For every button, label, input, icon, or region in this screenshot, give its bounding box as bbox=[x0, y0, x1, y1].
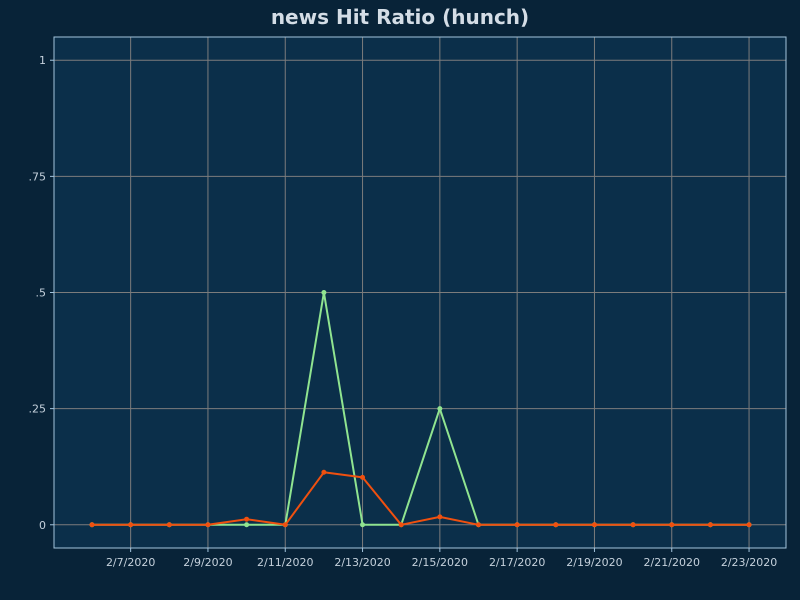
series-2-point bbox=[166, 522, 172, 528]
series-2-point bbox=[669, 522, 675, 528]
x-tick-label: 2/9/2020 bbox=[183, 556, 232, 569]
x-tick-label: 2/15/2020 bbox=[412, 556, 468, 569]
x-tick-label: 2/23/2020 bbox=[721, 556, 777, 569]
x-tick-label: 2/19/2020 bbox=[566, 556, 622, 569]
series-1-point bbox=[321, 290, 327, 295]
series-2-point bbox=[746, 522, 752, 528]
series-1-point bbox=[437, 406, 443, 412]
x-tick-label: 2/11/2020 bbox=[257, 556, 313, 569]
y-tick-label: .5 bbox=[36, 287, 47, 300]
y-tick-label: .75 bbox=[29, 170, 47, 183]
series-2-point bbox=[398, 522, 404, 528]
series-2-point bbox=[205, 522, 211, 528]
series-2-point bbox=[89, 522, 95, 528]
series-2-point bbox=[360, 474, 366, 480]
series-lines bbox=[89, 290, 752, 528]
plot-frame bbox=[53, 36, 787, 549]
series-2-point bbox=[128, 522, 134, 528]
series-2-point bbox=[321, 469, 327, 475]
series-2-point bbox=[553, 522, 559, 528]
series-2-point bbox=[707, 522, 713, 528]
series-2-point bbox=[282, 522, 288, 528]
x-tick-label: 2/21/2020 bbox=[644, 556, 700, 569]
series-2-point bbox=[630, 522, 636, 528]
x-tick-label: 2/17/2020 bbox=[489, 556, 545, 569]
series-2 bbox=[89, 469, 752, 528]
series-2-point bbox=[591, 522, 597, 528]
series-1-point bbox=[360, 522, 366, 528]
series-2-point bbox=[244, 516, 250, 522]
series-2-point bbox=[476, 522, 481, 528]
grid bbox=[50, 37, 786, 552]
x-tick-label: 2/13/2020 bbox=[334, 556, 390, 569]
y-tick-label: .25 bbox=[29, 403, 47, 416]
series-2-point bbox=[514, 522, 520, 528]
x-axis-tick-labels: 2/7/2020 2/9/2020 2/11/2020 2/13/2020 2/15/2… bbox=[106, 556, 777, 569]
y-tick-label: 1 bbox=[39, 54, 46, 67]
series-1-point bbox=[244, 522, 250, 528]
chart-title: news Hit Ratio (hunch) bbox=[270, 5, 530, 29]
y-tick-label: 0 bbox=[39, 519, 46, 532]
series-2-point bbox=[437, 514, 443, 520]
y-axis-tick-labels: 0 .25 .5 .75 1 bbox=[29, 54, 47, 532]
x-tick-label: 2/7/2020 bbox=[106, 556, 155, 569]
series-2-line bbox=[92, 471, 749, 526]
